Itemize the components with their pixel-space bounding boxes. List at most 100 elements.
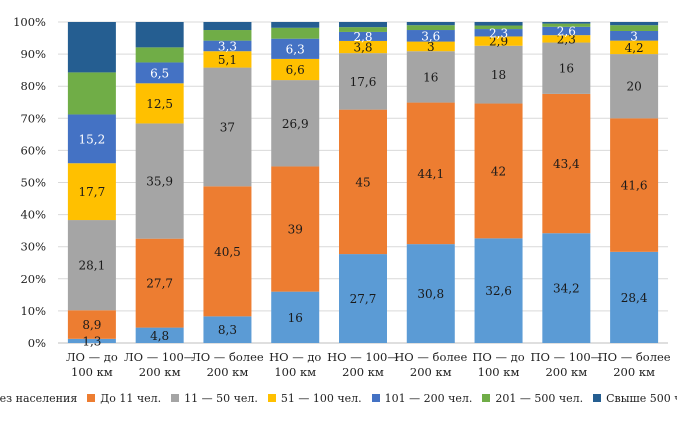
y-tick-label: 60%: [20, 143, 46, 157]
bar-segment: [474, 45, 523, 104]
data-label: 4,2: [625, 41, 644, 55]
legend-item: 201 — 500 чел.: [482, 392, 583, 405]
data-label: 45: [355, 175, 370, 189]
data-label: 32,6: [485, 284, 512, 298]
bar-segment: [339, 109, 387, 255]
data-label: 15,2: [79, 132, 106, 146]
data-label: 20: [626, 80, 641, 94]
bar-segment: [610, 118, 659, 252]
data-label: 2,3: [557, 32, 576, 46]
bar-segment: [67, 338, 116, 343]
bar-segment: [339, 22, 387, 28]
data-label: 41,6: [621, 179, 648, 193]
bar-segment: [271, 58, 320, 81]
data-label: 3,3: [218, 39, 237, 53]
bar-segment: [542, 22, 591, 24]
x-tick-label: ПО — 100— 200 км: [530, 350, 602, 379]
bar-segment: [610, 30, 659, 41]
legend-label: До 11 чел.: [100, 391, 162, 405]
bar-segment: [542, 26, 591, 36]
bar-segment: [542, 35, 591, 43]
bars: [67, 22, 659, 343]
data-label: 2,9: [489, 35, 508, 49]
data-label: 37: [220, 120, 235, 134]
bar-segment: [271, 80, 320, 167]
legend-item: 11 — 50 чел.: [171, 392, 258, 405]
bar-segment: [610, 251, 659, 343]
bar-segment: [406, 30, 455, 42]
y-tick-label: 90%: [20, 47, 46, 61]
legend-swatch: [371, 394, 380, 402]
bar-segment: [339, 27, 387, 32]
y-tick-label: 30%: [20, 240, 46, 254]
bar-segment: [474, 103, 523, 239]
bar-segment: [271, 22, 320, 28]
y-axis-tick-labels: 0% 10% 20% 30% 40% 50% 60% 70% 80% 90% 100%: [13, 15, 46, 350]
bar-segment: [271, 166, 320, 292]
bar-segment: [406, 102, 455, 245]
bar-segment: [271, 291, 320, 343]
data-label: 5,1: [218, 53, 237, 67]
data-label: 3: [630, 29, 638, 43]
legend-swatch: [482, 394, 491, 402]
bar-segment: [542, 23, 591, 27]
legend-label: Свыше 500 чел.: [606, 391, 677, 405]
bar-segment: [67, 72, 116, 115]
bar-segment: [474, 22, 523, 26]
bar-segment: [542, 233, 591, 343]
x-tick-label: ЛО — более 200 км: [191, 350, 264, 379]
bar-segment: [474, 36, 523, 46]
bar-segment: [203, 51, 252, 68]
bar-segment: [339, 31, 387, 41]
bar-segment: [610, 22, 659, 26]
bar-segment: [271, 27, 320, 39]
data-label: 16: [559, 62, 574, 76]
bar-segment: [406, 22, 455, 26]
data-label: 6,6: [286, 63, 305, 77]
data-label: 3: [427, 40, 435, 54]
data-label: 17,6: [350, 75, 377, 89]
bar-segment: [339, 254, 387, 343]
data-label: 16: [288, 311, 303, 325]
data-label: 2,6: [557, 24, 576, 38]
data-label: 43,4: [553, 157, 580, 171]
bar-segment: [67, 22, 116, 73]
data-label: 2,8: [353, 30, 372, 44]
data-label: 1,3: [82, 334, 101, 348]
bar-segment: [203, 30, 252, 41]
y-tick-label: 70%: [20, 111, 46, 125]
bar-segment: [203, 40, 252, 52]
bar-segment: [542, 42, 591, 94]
bar-segment: [135, 238, 184, 328]
bar-segment: [203, 316, 252, 343]
bar-segment: [610, 40, 659, 55]
data-label: 34,2: [553, 282, 580, 296]
bar-segment: [406, 51, 455, 103]
bar-segment: [135, 47, 184, 63]
x-tick-label: ЛО — 100— 200 км: [124, 350, 195, 379]
legend-swatch: [593, 394, 602, 402]
legend-item: 51 — 100 чел.: [267, 391, 362, 405]
y-tick-label: 50%: [20, 176, 46, 190]
data-label: 4,8: [150, 329, 169, 343]
bar-segment: [474, 238, 523, 343]
legend: Без населения До 11 чел. 11 — 50 чел. 51 — …: [0, 388, 677, 408]
legend-label: 51 — 100 чел.: [280, 391, 362, 405]
data-label: 27,7: [350, 292, 377, 306]
bar-segment: [135, 123, 184, 239]
legend-item: 101 — 200 чел.: [371, 391, 473, 405]
legend-label: 101 — 200 чел.: [384, 391, 473, 405]
bar-segment: [67, 163, 116, 221]
legend-swatch: [171, 394, 180, 402]
bar-segment: [406, 25, 455, 31]
bar-segment: [203, 22, 252, 31]
bar-segment: [406, 41, 455, 52]
bar-segment: [67, 220, 116, 311]
data-label: 35,9: [146, 175, 173, 189]
bar-segment: [135, 327, 184, 343]
y-tick-label: 40%: [20, 208, 46, 222]
y-tick-label: 100%: [13, 15, 46, 29]
bar-segment: [474, 25, 523, 30]
bar-segment: [67, 114, 116, 164]
